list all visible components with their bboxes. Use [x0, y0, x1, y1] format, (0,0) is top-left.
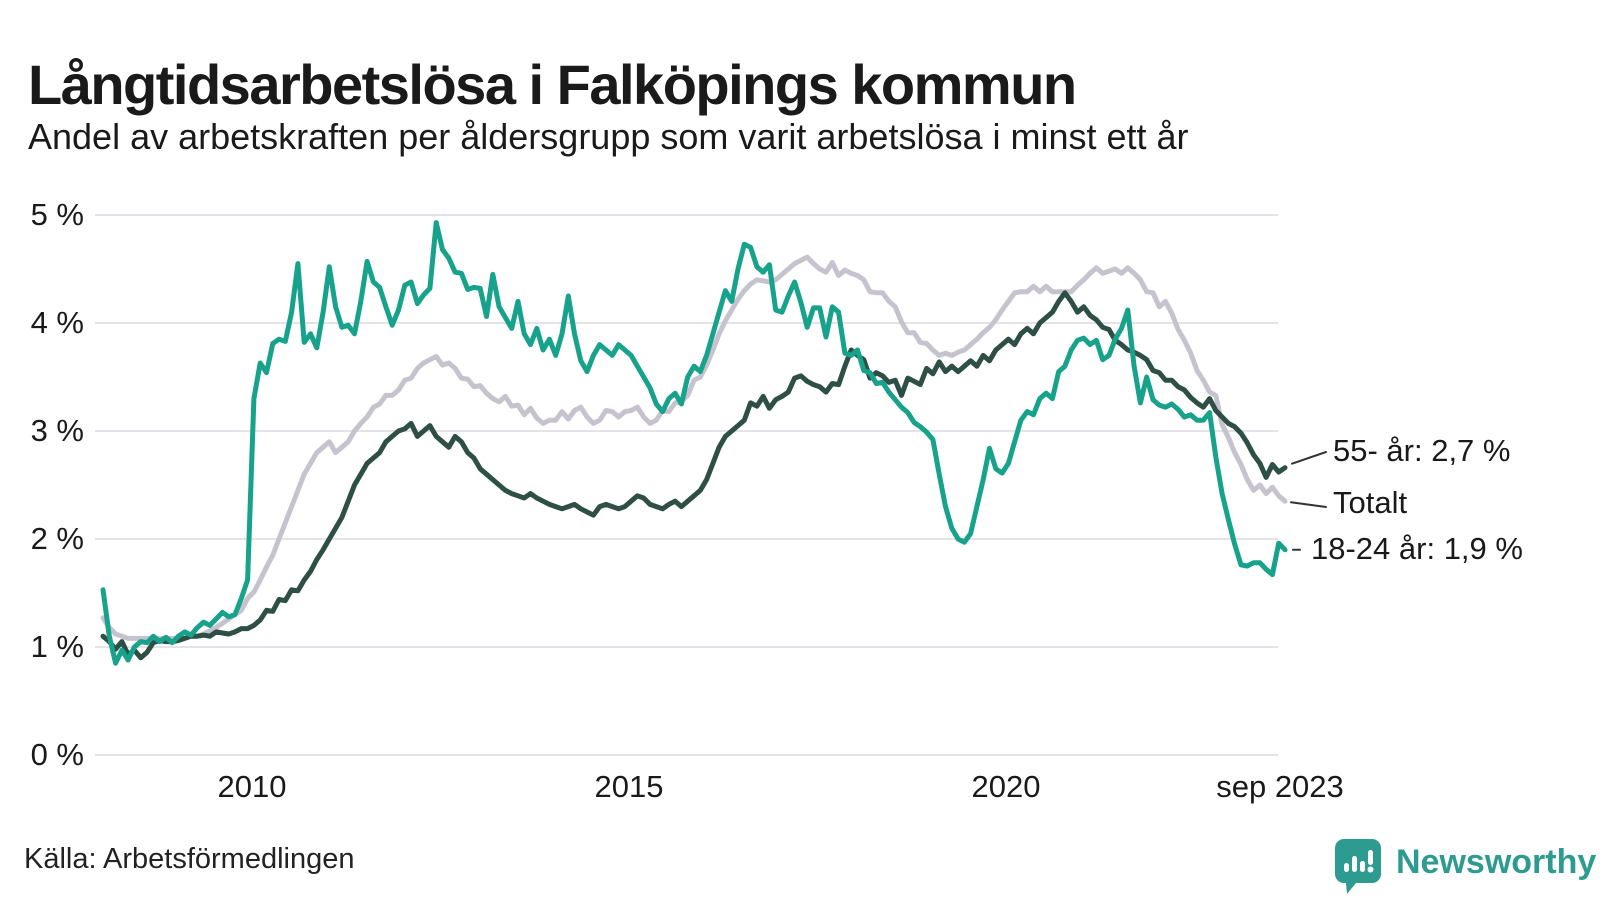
- label-connector: [1291, 451, 1327, 465]
- label-connector: [1290, 501, 1327, 508]
- x-axis-tick-label: 2020: [971, 769, 1041, 804]
- series-label-totalt: Totalt: [1333, 485, 1408, 520]
- brand-wordmark: Newsworthy: [1396, 843, 1597, 881]
- chart-subtitle: Andel av arbetskraften per åldersgrupp s…: [28, 116, 1189, 157]
- y-axis-tick-label: 0 %: [30, 737, 84, 772]
- series-line-18-24 år: [100, 220, 1288, 666]
- y-axis-tick-label: 3 %: [30, 413, 84, 448]
- y-axis-tick-label: 5 %: [30, 197, 84, 232]
- newsworthy-logo-icon: [1334, 838, 1384, 901]
- source-note: Källa: Arbetsförmedlingen: [24, 843, 355, 875]
- y-axis-tick-label: 1 %: [30, 629, 84, 664]
- y-axis-tick-label: 2 %: [30, 521, 84, 556]
- x-axis-tick-label: sep 2023: [1216, 769, 1344, 804]
- x-axis-tick-label: 2015: [594, 769, 664, 804]
- series-label-18-24: 18-24 år: 1,9 %: [1311, 531, 1523, 566]
- series-line-55- år: [100, 290, 1288, 661]
- newsworthy-brand: Newsworthy: [1334, 838, 1596, 896]
- series-line-Totalt: [100, 254, 1288, 641]
- y-axis-tick-label: 4 %: [30, 305, 84, 340]
- page-title: Långtidsarbetslösa i Falköpings kommun: [28, 52, 1077, 116]
- x-axis-tick-label: 2010: [217, 769, 287, 804]
- series-label-55: 55- år: 2,7 %: [1333, 433, 1511, 468]
